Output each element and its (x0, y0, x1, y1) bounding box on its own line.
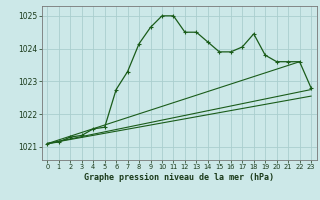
X-axis label: Graphe pression niveau de la mer (hPa): Graphe pression niveau de la mer (hPa) (84, 173, 274, 182)
